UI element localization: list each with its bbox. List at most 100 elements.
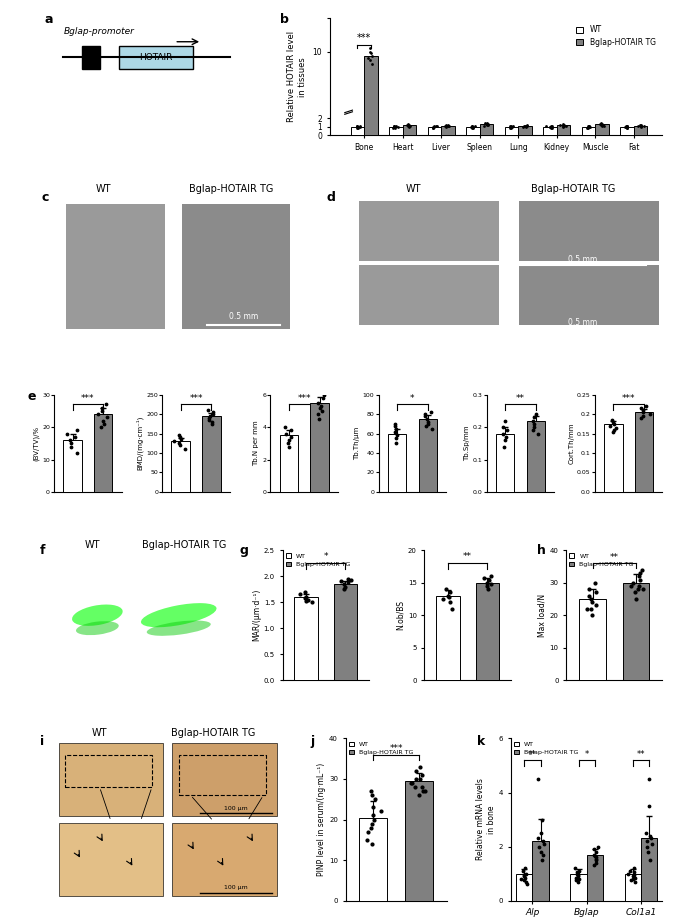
- Point: [366, 821, 377, 835]
- Text: **: **: [637, 750, 645, 759]
- Point: [500, 414, 510, 428]
- Point: [505, 120, 516, 135]
- Point: [205, 409, 216, 424]
- Bar: [516, 874, 533, 901]
- Point: [633, 582, 644, 596]
- Point: [353, 120, 364, 135]
- Point: [306, 595, 317, 609]
- Point: [420, 409, 431, 424]
- Point: [279, 420, 290, 435]
- Text: h: h: [537, 544, 546, 557]
- Text: i: i: [41, 735, 45, 748]
- Point: [636, 562, 647, 577]
- Point: [635, 119, 646, 133]
- Point: [547, 119, 558, 134]
- Point: [611, 420, 622, 435]
- Point: [621, 119, 631, 134]
- Point: [528, 414, 539, 428]
- Point: [583, 588, 594, 603]
- Point: [521, 119, 531, 134]
- Point: [66, 436, 76, 450]
- Text: j: j: [310, 735, 314, 748]
- Point: [585, 601, 596, 616]
- Point: [362, 824, 373, 839]
- Point: [590, 856, 601, 870]
- Y-axis label: Max load/N: Max load/N: [538, 594, 547, 637]
- Point: [506, 120, 516, 135]
- Point: [582, 120, 593, 135]
- Point: [628, 871, 639, 886]
- Bar: [172, 823, 277, 896]
- Point: [203, 403, 214, 417]
- Point: [625, 864, 635, 879]
- Point: [569, 861, 580, 876]
- Point: [467, 120, 478, 135]
- Point: [368, 812, 379, 827]
- Bar: [518, 126, 532, 135]
- Text: g: g: [239, 544, 248, 557]
- Bar: [172, 743, 277, 816]
- Point: [441, 119, 452, 134]
- Point: [535, 825, 546, 840]
- Point: [415, 759, 426, 774]
- Bar: [280, 436, 298, 492]
- Text: 0.5 mm: 0.5 mm: [229, 312, 258, 321]
- Point: [521, 874, 531, 889]
- Point: [354, 119, 365, 134]
- Point: [283, 433, 294, 448]
- Point: [519, 873, 530, 888]
- Point: [529, 416, 540, 431]
- Point: [633, 569, 644, 584]
- Point: [432, 119, 443, 134]
- Point: [367, 808, 378, 823]
- Point: [482, 115, 493, 130]
- Point: [631, 592, 642, 607]
- Y-axis label: Relative HOTAIR level
in tissues: Relative HOTAIR level in tissues: [287, 31, 307, 122]
- Point: [558, 119, 569, 133]
- Point: [343, 575, 354, 590]
- Point: [629, 874, 640, 889]
- Text: HOTAIR: HOTAIR: [139, 52, 172, 62]
- Point: [531, 407, 541, 422]
- Point: [300, 584, 311, 599]
- Text: 20 μm: 20 μm: [172, 660, 196, 669]
- Point: [583, 119, 594, 133]
- Point: [468, 119, 479, 134]
- Point: [529, 410, 539, 425]
- Point: [571, 873, 581, 888]
- Point: [99, 416, 110, 431]
- Point: [642, 845, 653, 859]
- Point: [499, 439, 510, 454]
- Point: [62, 426, 72, 441]
- Point: [545, 119, 556, 134]
- Point: [96, 420, 107, 435]
- Point: [633, 579, 644, 594]
- Text: **: **: [610, 553, 619, 562]
- Bar: [466, 127, 480, 135]
- Y-axis label: PINP level in serum/(ng·mL⁻¹): PINP level in serum/(ng·mL⁻¹): [317, 763, 327, 876]
- Point: [621, 119, 632, 133]
- Point: [596, 118, 606, 132]
- Point: [593, 839, 604, 854]
- Bar: [518, 200, 659, 261]
- Point: [420, 418, 431, 433]
- Point: [481, 118, 492, 132]
- Point: [404, 119, 414, 134]
- Point: [283, 439, 294, 454]
- Point: [174, 430, 185, 445]
- Point: [636, 411, 647, 425]
- Point: [180, 442, 191, 457]
- Point: [545, 119, 556, 134]
- Text: e: e: [27, 390, 36, 403]
- Point: [483, 573, 494, 587]
- Bar: [360, 818, 387, 901]
- Point: [535, 845, 546, 859]
- Point: [573, 869, 583, 884]
- Ellipse shape: [76, 621, 119, 635]
- Bar: [403, 125, 416, 135]
- Point: [317, 403, 328, 418]
- Point: [404, 119, 415, 133]
- Point: [314, 401, 325, 415]
- Text: *: *: [410, 393, 414, 403]
- Text: d: d: [327, 190, 335, 204]
